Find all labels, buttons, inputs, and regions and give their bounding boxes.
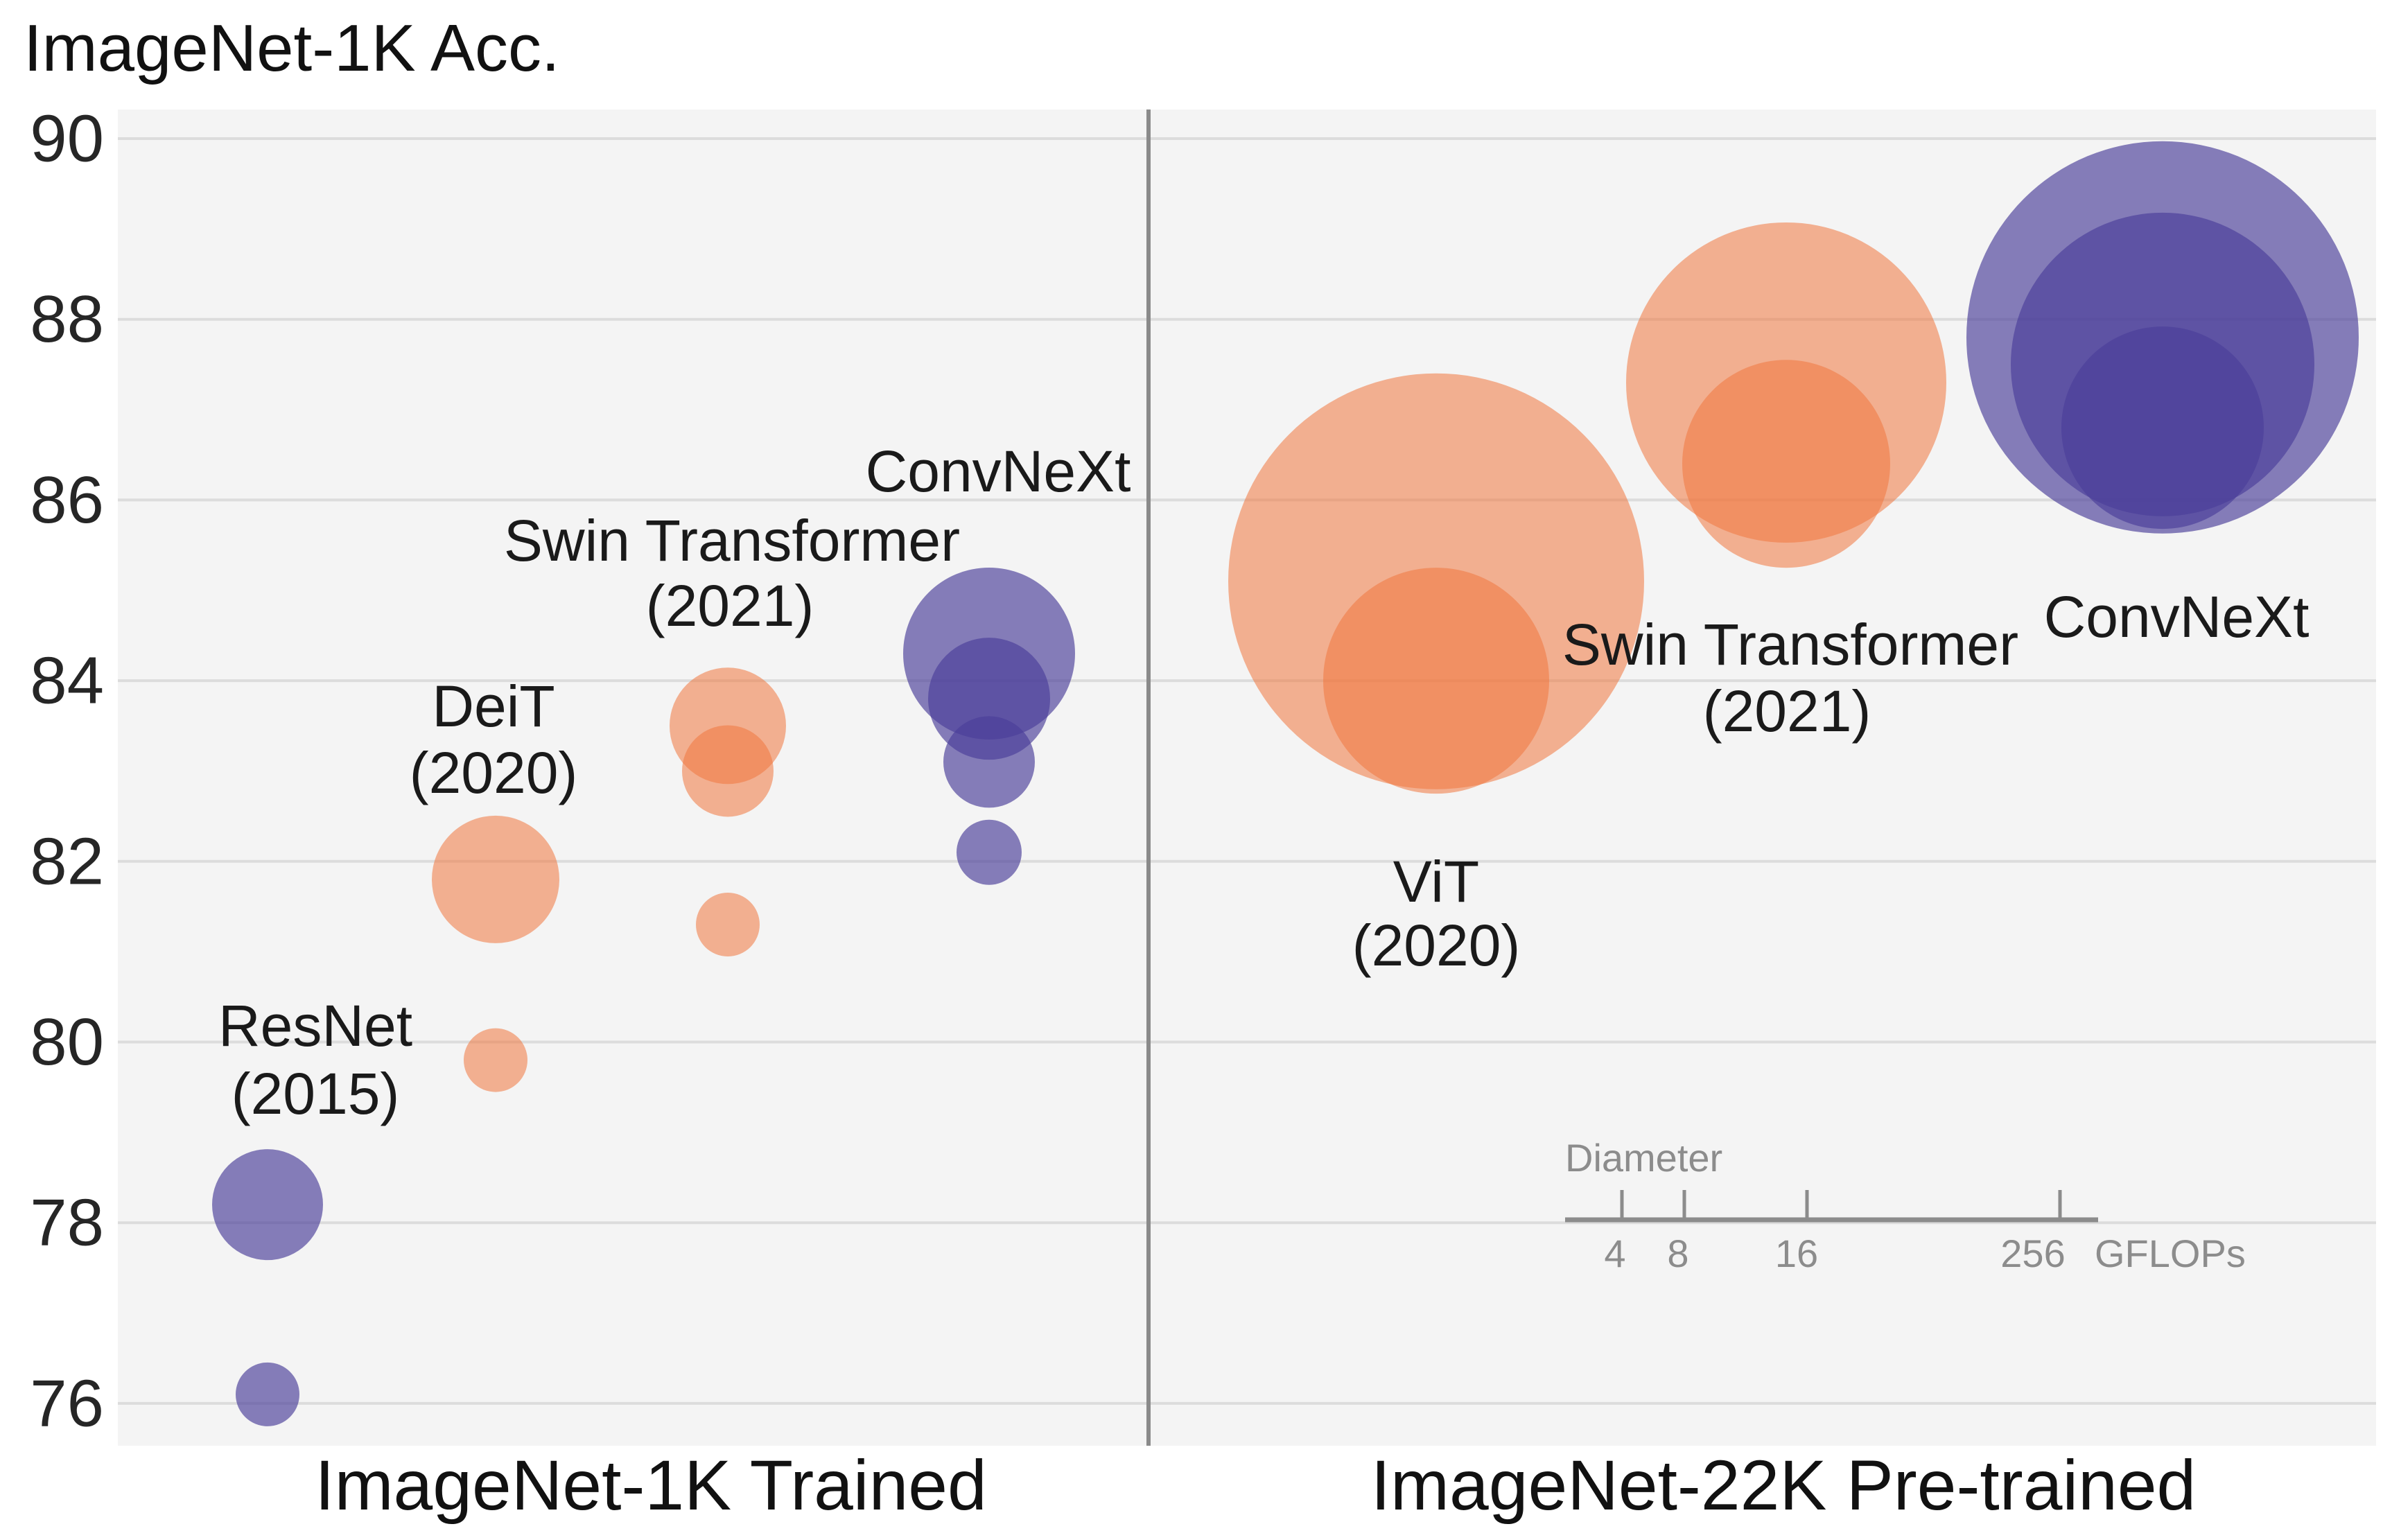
legend-tick-label: 16: [1775, 1232, 1818, 1275]
legend-tick-label: 256: [2000, 1232, 2065, 1275]
bubble-deit: [432, 815, 559, 943]
bubble-swin1k: [696, 893, 760, 957]
panel-axis-labels: ImageNet-1K Trained ImageNet-22K Pre-trai…: [315, 1446, 2196, 1525]
y-tick-label: 76: [30, 1366, 104, 1440]
sublabel-resnet: (2015): [232, 1061, 400, 1126]
bubble-resnet: [236, 1362, 299, 1426]
y-tick-label: 88: [30, 282, 104, 356]
label-swin1k: Swin Transformer: [504, 508, 960, 573]
label-swin22k: Swin Transformer: [1562, 612, 2018, 677]
y-tick-label: 82: [30, 824, 104, 898]
sublabel-deit: (2020): [410, 740, 578, 805]
bubble-resnet: [212, 1149, 323, 1261]
label-convnext1k: ConvNeXt: [866, 439, 1131, 504]
label-deit: DeiT: [432, 674, 555, 739]
y-axis-title: ImageNet-1K Acc.: [24, 11, 560, 85]
label-vit: ViT: [1393, 849, 1479, 914]
bubble-swin22k: [1682, 360, 1890, 568]
bubble-vit: [1323, 568, 1549, 794]
label-convnext22k: ConvNeXt: [2044, 584, 2310, 649]
sublabel-swin1k: (2021): [646, 573, 814, 638]
y-tick-label: 84: [30, 644, 104, 718]
legend-unit-label: GFLOPs: [2095, 1232, 2246, 1275]
y-tick-label: 86: [30, 463, 104, 537]
bubble-series: [212, 141, 2359, 1426]
size-legend: Diameter 4 8 16 256 GFLOPs: [1565, 1136, 2246, 1275]
sublabel-swin22k: (2021): [1703, 679, 1871, 744]
y-tick-label: 78: [30, 1186, 104, 1260]
bubble-convnext1k: [943, 716, 1035, 808]
panel-label-0: ImageNet-1K Trained: [315, 1446, 987, 1525]
label-resnet: ResNet: [218, 993, 412, 1058]
bubble-convnext22k: [2061, 326, 2264, 530]
y-tick-label: 80: [30, 1005, 104, 1079]
y-axis-tick-labels: 90 88 86 84 82 80 78 76: [30, 102, 104, 1441]
bubble-swin1k: [682, 725, 774, 817]
legend-title: Diameter: [1565, 1136, 1722, 1180]
y-tick-label: 90: [30, 102, 104, 176]
bubble-deit: [464, 1028, 527, 1092]
model-family-labels: ResNet(2015)DeiT(2020)Swin Transformer(2…: [218, 439, 2309, 1126]
panel-label-1: ImageNet-22K Pre-trained: [1371, 1446, 2197, 1525]
sublabel-vit: (2020): [1352, 913, 1521, 978]
bubble-convnext1k: [957, 819, 1022, 885]
legend-tick-label: 4: [1604, 1232, 1625, 1275]
legend-tick-label: 8: [1667, 1232, 1688, 1275]
